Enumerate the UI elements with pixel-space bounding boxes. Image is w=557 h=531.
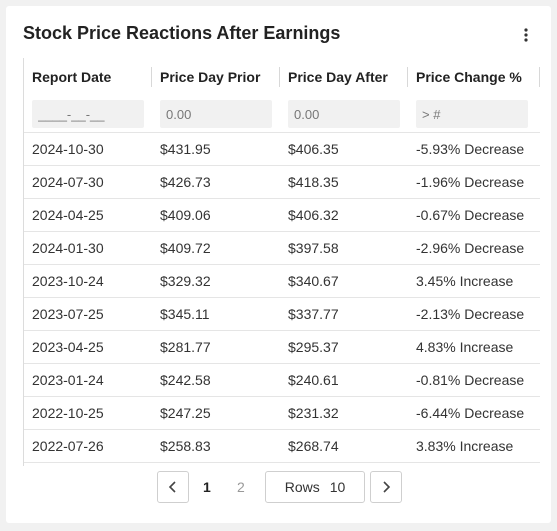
filter-cell bbox=[280, 96, 408, 133]
price-after-cell: $231.32 bbox=[280, 396, 408, 430]
vertical-dots-icon[interactable] bbox=[516, 25, 536, 45]
earnings-table: Report Date Price Day Prior Price Day Af… bbox=[24, 58, 540, 463]
price-after-cell: $418.35 bbox=[280, 165, 408, 199]
price-after-cell: $337.77 bbox=[280, 297, 408, 331]
table-body: 2024-10-30 $431.95 $406.35 -5.93% Decrease 2… bbox=[24, 132, 540, 463]
column-header-label: Price Day After bbox=[288, 69, 388, 85]
chevron-right-icon bbox=[383, 481, 391, 493]
price-change-cell: -5.93% Decrease bbox=[408, 132, 540, 166]
column-resize-handle[interactable] bbox=[407, 67, 408, 87]
report-date-cell: 2022-10-25 bbox=[24, 396, 152, 430]
column-header-price-day-after[interactable]: Price Day After bbox=[280, 58, 408, 96]
price-change-cell: 4.83% Increase bbox=[408, 330, 540, 364]
column-resize-handle[interactable] bbox=[539, 67, 540, 87]
report-date-cell: 2024-01-30 bbox=[24, 231, 152, 265]
price-change-cell: -2.13% Decrease bbox=[408, 297, 540, 331]
report-date-cell: 2023-07-25 bbox=[24, 297, 152, 331]
price-prior-cell: $426.73 bbox=[152, 165, 280, 199]
price-change-filter-input[interactable] bbox=[416, 100, 528, 128]
price-prior-cell: $431.95 bbox=[152, 132, 280, 166]
price-change-cell: -2.96% Decrease bbox=[408, 231, 540, 265]
report-date-cell: 2024-07-30 bbox=[24, 165, 152, 199]
report-date-cell: 2022-07-26 bbox=[24, 429, 152, 463]
price-prior-filter-input[interactable] bbox=[160, 100, 272, 128]
table-row[interactable]: 2024-01-30 $409.72 $397.58 -2.96% Decrease bbox=[24, 231, 540, 265]
price-after-cell: $295.37 bbox=[280, 330, 408, 364]
filter-cell bbox=[24, 96, 152, 133]
table-row[interactable]: 2024-07-30 $426.73 $418.35 -1.96% Decrease bbox=[24, 165, 540, 199]
column-resize-handle[interactable] bbox=[279, 67, 280, 87]
table-container: Report Date Price Day Prior Price Day Af… bbox=[23, 58, 540, 466]
price-after-cell: $340.67 bbox=[280, 264, 408, 298]
price-prior-cell: $258.83 bbox=[152, 429, 280, 463]
filter-cell bbox=[408, 96, 540, 133]
header-row: Report Date Price Day Prior Price Day Af… bbox=[24, 58, 540, 96]
price-after-cell: $406.35 bbox=[280, 132, 408, 166]
price-prior-cell: $281.77 bbox=[152, 330, 280, 364]
prev-page-button[interactable] bbox=[157, 471, 189, 503]
price-change-cell: -1.96% Decrease bbox=[408, 165, 540, 199]
price-prior-cell: $247.25 bbox=[152, 396, 280, 430]
price-prior-cell: $345.11 bbox=[152, 297, 280, 331]
price-change-cell: -6.44% Decrease bbox=[408, 396, 540, 430]
filter-row bbox=[24, 96, 540, 133]
page-2-button[interactable]: 2 bbox=[237, 479, 245, 495]
table-row[interactable]: 2022-10-25 $247.25 $231.32 -6.44% Decrease bbox=[24, 396, 540, 430]
report-date-cell: 2024-04-25 bbox=[24, 198, 152, 232]
price-after-cell: $406.32 bbox=[280, 198, 408, 232]
table-row[interactable]: 2024-04-25 $409.06 $406.32 -0.67% Decrease bbox=[24, 198, 540, 232]
chevron-left-icon bbox=[168, 481, 176, 493]
price-after-cell: $397.58 bbox=[280, 231, 408, 265]
price-prior-cell: $409.06 bbox=[152, 198, 280, 232]
table-row[interactable]: 2022-07-26 $258.83 $268.74 3.83% Increase bbox=[24, 429, 540, 463]
table-row[interactable]: 2024-10-30 $431.95 $406.35 -5.93% Decrease bbox=[24, 132, 540, 166]
page-1-button[interactable]: 1 bbox=[203, 479, 211, 495]
price-prior-cell: $329.32 bbox=[152, 264, 280, 298]
report-date-cell: 2024-10-30 bbox=[24, 132, 152, 166]
column-header-report-date[interactable]: Report Date bbox=[24, 58, 152, 96]
price-change-cell: -0.81% Decrease bbox=[408, 363, 540, 397]
column-header-label: Price Day Prior bbox=[160, 69, 261, 85]
report-date-filter-input[interactable] bbox=[32, 100, 144, 128]
rows-per-page-select[interactable]: Rows 10 bbox=[265, 471, 365, 503]
price-change-cell: -0.67% Decrease bbox=[408, 198, 540, 232]
column-resize-handle[interactable] bbox=[151, 67, 152, 87]
card: Stock Price Reactions After Earnings Rep… bbox=[6, 6, 551, 523]
filter-cell bbox=[152, 96, 280, 133]
price-after-filter-input[interactable] bbox=[288, 100, 400, 128]
rows-value: 10 bbox=[329, 479, 346, 495]
price-prior-cell: $409.72 bbox=[152, 231, 280, 265]
table-row[interactable]: 2023-04-25 $281.77 $295.37 4.83% Increase bbox=[24, 330, 540, 364]
column-header-price-change[interactable]: Price Change % bbox=[408, 58, 540, 96]
report-date-cell: 2023-01-24 bbox=[24, 363, 152, 397]
rows-label: Rows bbox=[284, 479, 320, 495]
table-row[interactable]: 2023-01-24 $242.58 $240.61 -0.81% Decrease bbox=[24, 363, 540, 397]
pagination: 1 2 Rows 10 bbox=[6, 471, 551, 505]
column-header-price-day-prior[interactable]: Price Day Prior bbox=[152, 58, 280, 96]
table-row[interactable]: 2023-07-25 $345.11 $337.77 -2.13% Decrease bbox=[24, 297, 540, 331]
price-change-cell: 3.83% Increase bbox=[408, 429, 540, 463]
price-after-cell: $240.61 bbox=[280, 363, 408, 397]
report-date-cell: 2023-04-25 bbox=[24, 330, 152, 364]
column-header-label: Report Date bbox=[32, 69, 112, 85]
page-title: Stock Price Reactions After Earnings bbox=[23, 23, 341, 43]
table-row[interactable]: 2023-10-24 $329.32 $340.67 3.45% Increase bbox=[24, 264, 540, 298]
column-header-label: Price Change % bbox=[416, 69, 522, 85]
price-change-cell: 3.45% Increase bbox=[408, 264, 540, 298]
next-page-button[interactable] bbox=[370, 471, 402, 503]
price-prior-cell: $242.58 bbox=[152, 363, 280, 397]
price-after-cell: $268.74 bbox=[280, 429, 408, 463]
report-date-cell: 2023-10-24 bbox=[24, 264, 152, 298]
